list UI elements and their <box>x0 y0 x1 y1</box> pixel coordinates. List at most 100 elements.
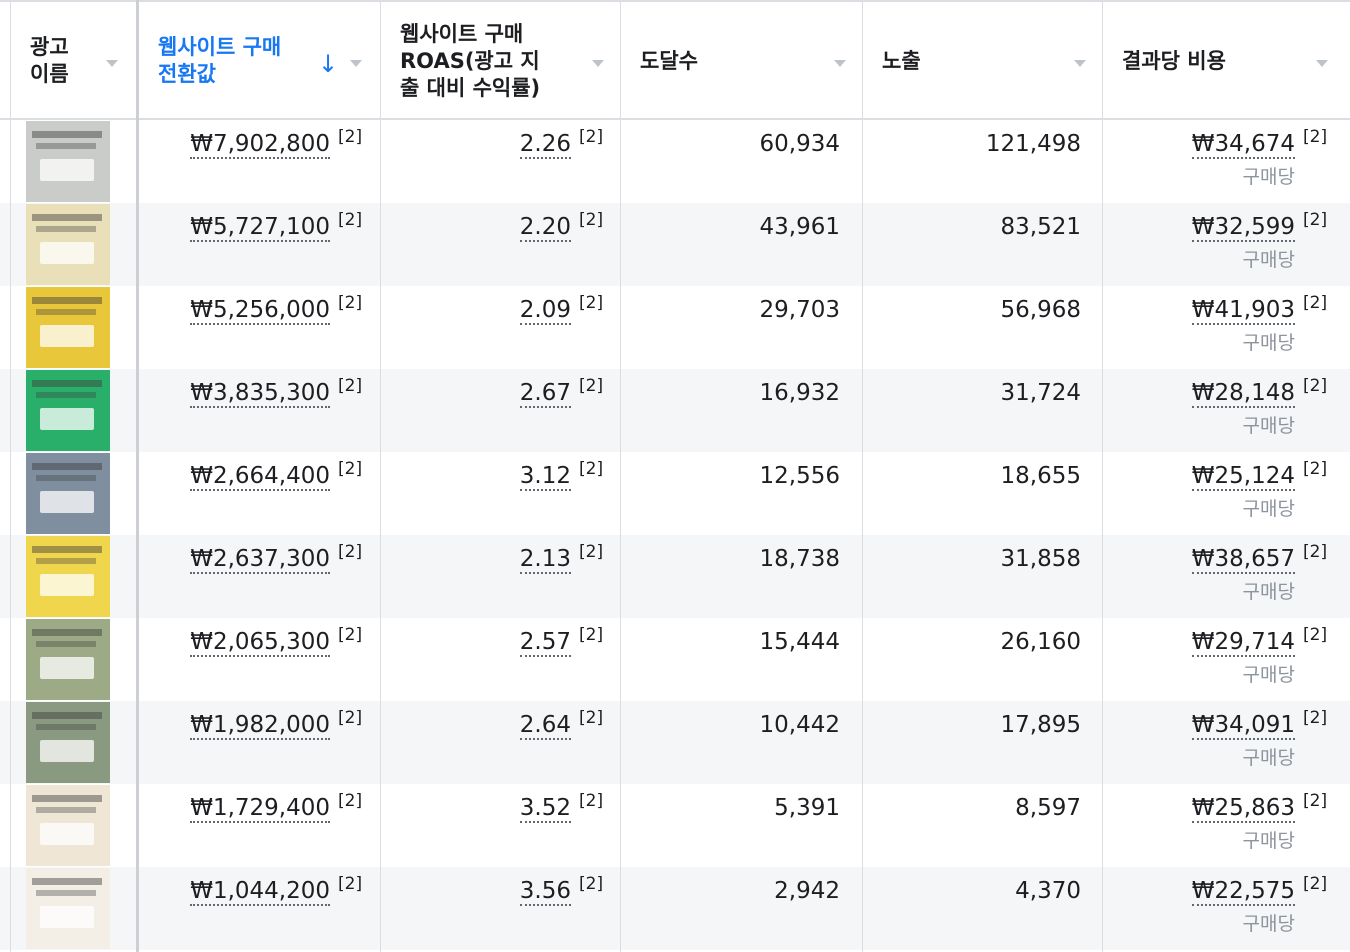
footnote-marker[interactable]: [2] <box>1303 127 1328 147</box>
cost-per-result-cell[interactable]: ₩29,714 <box>1191 629 1295 657</box>
dropdown-caret-icon[interactable] <box>1074 60 1086 67</box>
footnote-marker[interactable]: [2] <box>338 459 363 479</box>
footnote-marker[interactable]: [2] <box>579 708 604 728</box>
purchase-value-cell[interactable]: ₩7,902,800 <box>190 131 330 159</box>
purchase-value-cell[interactable]: ₩1,729,400 <box>190 795 330 823</box>
footnote-marker[interactable]: [2] <box>579 874 604 894</box>
column-header-roas[interactable]: 웹사이트 구매 ROAS(광고 지 출 대비 수익률) <box>382 2 620 120</box>
table-row[interactable]: ₩1,044,200 [2] 3.56 [2] 2,942 4,370 ₩22,… <box>0 867 1350 950</box>
footnote-marker[interactable]: [2] <box>1303 874 1328 894</box>
footnote-marker[interactable]: [2] <box>1303 210 1328 230</box>
column-header-reach[interactable]: 도달수 <box>622 2 862 120</box>
dropdown-caret-icon[interactable] <box>106 60 118 67</box>
column-divider[interactable] <box>862 0 863 952</box>
table-row[interactable]: ₩7,902,800 [2] 2.26 [2] 60,934 121,498 ₩… <box>0 120 1350 203</box>
table-row[interactable]: ₩5,256,000 [2] 2.09 [2] 29,703 56,968 ₩4… <box>0 286 1350 369</box>
cost-per-result-cell[interactable]: ₩34,674 <box>1191 131 1295 159</box>
cost-per-result-cell[interactable]: ₩34,091 <box>1191 712 1295 740</box>
ad-thumbnail[interactable] <box>26 121 110 202</box>
dropdown-caret-icon[interactable] <box>350 60 362 67</box>
purchase-value-cell[interactable]: ₩5,256,000 <box>190 297 330 325</box>
table-row[interactable]: ₩1,982,000 [2] 2.64 [2] 10,442 17,895 ₩3… <box>0 701 1350 784</box>
table-row[interactable]: ₩2,637,300 [2] 2.13 [2] 18,738 31,858 ₩3… <box>0 535 1350 618</box>
ad-thumbnail[interactable] <box>26 453 110 534</box>
purchase-value-cell[interactable]: ₩1,982,000 <box>190 712 330 740</box>
ad-thumbnail[interactable] <box>26 619 110 700</box>
cost-per-result-cell[interactable]: ₩25,124 <box>1191 463 1295 491</box>
ad-thumbnail[interactable] <box>26 785 110 866</box>
table-row[interactable]: ₩5,727,100 [2] 2.20 [2] 43,961 83,521 ₩3… <box>0 203 1350 286</box>
table-row[interactable]: ₩2,664,400 [2] 3.12 [2] 12,556 18,655 ₩2… <box>0 452 1350 535</box>
column-header-purchase-value[interactable]: 웹사이트 구매 전환값 ↓ <box>140 2 380 120</box>
dropdown-caret-icon[interactable] <box>592 60 604 67</box>
column-divider[interactable] <box>380 0 381 952</box>
ad-thumbnail[interactable] <box>26 370 110 451</box>
footnote-marker[interactable]: [2] <box>579 625 604 645</box>
footnote-marker[interactable]: [2] <box>338 874 363 894</box>
cost-per-result-cell[interactable]: ₩22,575 <box>1191 878 1295 906</box>
cost-per-result-cell[interactable]: ₩38,657 <box>1191 546 1295 574</box>
roas-cell[interactable]: 2.64 <box>519 712 571 740</box>
table-row[interactable]: ₩1,729,400 [2] 3.52 [2] 5,391 8,597 ₩25,… <box>0 784 1350 867</box>
dropdown-caret-icon[interactable] <box>834 60 846 67</box>
column-header-ad-name[interactable]: 광고 이름 <box>12 2 136 120</box>
roas-cell[interactable]: 2.13 <box>519 546 571 574</box>
roas-cell[interactable]: 2.20 <box>519 214 571 242</box>
table-row[interactable]: ₩2,065,300 [2] 2.57 [2] 15,444 26,160 ₩2… <box>0 618 1350 701</box>
cost-per-result-cell[interactable]: ₩25,863 <box>1191 795 1295 823</box>
footnote-marker[interactable]: [2] <box>338 542 363 562</box>
dropdown-caret-icon[interactable] <box>1316 60 1328 67</box>
footnote-marker[interactable]: [2] <box>1303 542 1328 562</box>
column-divider[interactable] <box>1102 0 1103 952</box>
footnote-marker[interactable]: [2] <box>579 459 604 479</box>
footnote-marker[interactable]: [2] <box>1303 708 1328 728</box>
purchase-value-cell[interactable]: ₩2,664,400 <box>190 463 330 491</box>
roas-cell[interactable]: 3.12 <box>519 463 571 491</box>
footnote-marker[interactable]: [2] <box>1303 625 1328 645</box>
ad-thumbnail[interactable] <box>26 287 110 368</box>
purchase-value-cell[interactable]: ₩1,044,200 <box>190 878 330 906</box>
cost-per-result-cell[interactable]: ₩32,599 <box>1191 214 1295 242</box>
footnote-marker[interactable]: [2] <box>579 293 604 313</box>
footnote-marker[interactable]: [2] <box>579 127 604 147</box>
footnote-marker[interactable]: [2] <box>1303 791 1328 811</box>
footnote-marker[interactable]: [2] <box>338 791 363 811</box>
cost-per-result-cell[interactable]: ₩28,148 <box>1191 380 1295 408</box>
table-row[interactable]: ₩3,835,300 [2] 2.67 [2] 16,932 31,724 ₩2… <box>0 369 1350 452</box>
roas-cell[interactable]: 2.67 <box>519 380 571 408</box>
impressions-cell: 31,724 <box>1000 380 1081 406</box>
roas-cell[interactable]: 3.52 <box>519 795 571 823</box>
cost-per-result-cell[interactable]: ₩41,903 <box>1191 297 1295 325</box>
ad-thumbnail[interactable] <box>26 536 110 617</box>
column-header-cost-per-result[interactable]: 결과당 비용 <box>1104 2 1350 120</box>
footnote-marker[interactable]: [2] <box>1303 376 1328 396</box>
footnote-marker[interactable]: [2] <box>1303 459 1328 479</box>
purchase-value-cell[interactable]: ₩3,835,300 <box>190 380 330 408</box>
sort-descending-icon[interactable]: ↓ <box>318 50 339 78</box>
purchase-value-cell[interactable]: ₩2,065,300 <box>190 629 330 657</box>
footnote-marker[interactable]: [2] <box>338 376 363 396</box>
footnote-marker[interactable]: [2] <box>579 791 604 811</box>
footnote-marker[interactable]: [2] <box>338 210 363 230</box>
column-divider-frozen[interactable] <box>136 0 139 952</box>
footnote-marker[interactable]: [2] <box>579 210 604 230</box>
purchase-value-cell[interactable]: ₩5,727,100 <box>190 214 330 242</box>
footnote-marker[interactable]: [2] <box>1303 293 1328 313</box>
footnote-marker[interactable]: [2] <box>338 625 363 645</box>
roas-cell[interactable]: 2.26 <box>519 131 571 159</box>
footnote-marker[interactable]: [2] <box>338 708 363 728</box>
ad-thumbnail[interactable] <box>26 702 110 783</box>
column-divider[interactable] <box>620 0 621 952</box>
footnote-marker[interactable]: [2] <box>579 542 604 562</box>
ad-thumbnail[interactable] <box>26 204 110 285</box>
roas-cell[interactable]: 2.57 <box>519 629 571 657</box>
purchase-value-cell[interactable]: ₩2,637,300 <box>190 546 330 574</box>
column-header-impressions[interactable]: 노출 <box>864 2 1102 120</box>
footnote-marker[interactable]: [2] <box>338 293 363 313</box>
cost-sublabel: 구매당 <box>1242 415 1295 437</box>
ad-thumbnail[interactable] <box>26 868 110 949</box>
roas-cell[interactable]: 2.09 <box>519 297 571 325</box>
footnote-marker[interactable]: [2] <box>579 376 604 396</box>
roas-cell[interactable]: 3.56 <box>519 878 571 906</box>
footnote-marker[interactable]: [2] <box>338 127 363 147</box>
